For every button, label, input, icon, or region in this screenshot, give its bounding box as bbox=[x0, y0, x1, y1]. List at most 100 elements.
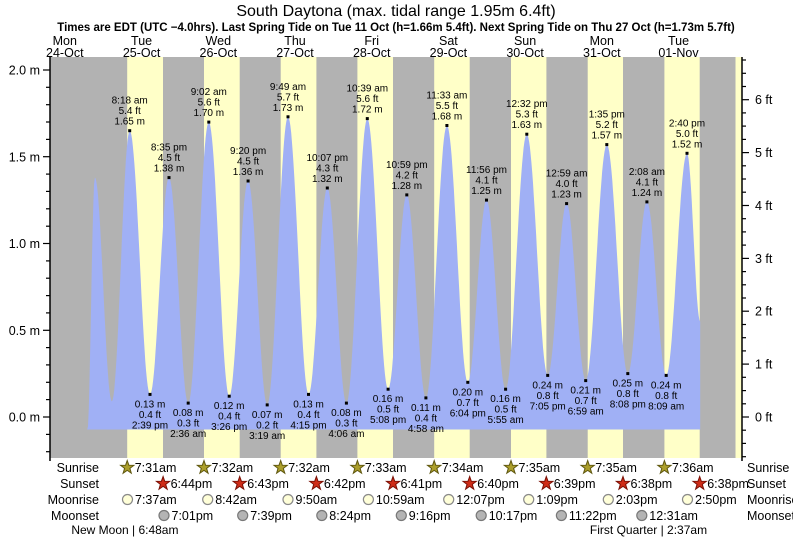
day-label-name: Fri bbox=[364, 34, 379, 48]
sunrise-icon bbox=[426, 458, 443, 475]
sunrise-time: 7:34am bbox=[442, 461, 484, 475]
low-tide-annotation: 0.13 m bbox=[135, 399, 166, 410]
low-tide-annotation: 0.24 m bbox=[532, 380, 563, 391]
day-labels: Mon24-OctTue25-OctWed26-OctThu27-OctFri2… bbox=[46, 34, 699, 60]
moonrise-time: 9:50am bbox=[296, 493, 338, 507]
day-label-name: Tue bbox=[668, 34, 689, 48]
y-axis-right-tick-label: 2 ft bbox=[755, 305, 773, 319]
moonset-time: 12:31am bbox=[649, 509, 698, 523]
moonset-icon bbox=[237, 509, 249, 522]
sunrise-icon bbox=[272, 458, 289, 475]
y-axis-right-tick-label: 3 ft bbox=[755, 252, 773, 266]
high-tide-annotation: 4.1 ft bbox=[475, 176, 497, 187]
high-tide-annotation: 1.25 m bbox=[471, 186, 502, 197]
low-tide-annotation: 0.7 ft bbox=[457, 398, 479, 409]
moonset-icon bbox=[636, 509, 648, 522]
high-tide-annotation: 2:08 am bbox=[629, 167, 665, 178]
sunrise-time: 7:36am bbox=[672, 461, 714, 475]
high-tide-annotation: 9:49 am bbox=[270, 82, 306, 93]
high-tide-annotation: 4.1 ft bbox=[636, 177, 658, 188]
moonset-icon bbox=[158, 509, 170, 522]
moonset-time: 11:22pm bbox=[569, 509, 617, 523]
high-tide-annotation: 11:33 am bbox=[426, 91, 467, 102]
moonset-icon bbox=[395, 509, 407, 522]
moonset-icon bbox=[475, 509, 487, 522]
sunrise-time: 7:35am bbox=[519, 461, 561, 475]
moonrise-time: 8:42am bbox=[215, 493, 257, 507]
high-tide-annotation: 1.24 m bbox=[632, 188, 663, 199]
day-label-name: Wed bbox=[206, 34, 232, 48]
low-tide-annotation: 5:08 pm bbox=[370, 415, 406, 426]
low-tide-annotation: 4:06 am bbox=[328, 429, 364, 440]
tide-extreme-dot bbox=[186, 401, 190, 405]
sunrise-time: 7:33am bbox=[365, 461, 407, 475]
moonrise-icon bbox=[681, 493, 694, 506]
moonrise-icon bbox=[602, 493, 614, 506]
day-label-name: Tue bbox=[131, 34, 152, 48]
low-tide-annotation: 0.8 ft bbox=[617, 389, 639, 400]
page-subtitle: Times are EDT (UTC −4.0hrs). Last Spring… bbox=[57, 22, 735, 34]
tide-extreme-dot bbox=[504, 387, 508, 391]
tide-extreme-dot bbox=[584, 379, 588, 383]
y-axis-left-tick-label: 0.0 m bbox=[9, 411, 40, 425]
high-tide-annotation: 4.2 ft bbox=[396, 170, 418, 181]
y-axis-right-tick-label: 1 ft bbox=[755, 358, 773, 372]
tide-annotations: 8:18 am5.4 ft1.65 m0.13 m0.4 ft2:39 pm8:… bbox=[112, 82, 705, 442]
low-tide-annotation: 0.20 m bbox=[453, 387, 484, 398]
moonrise-icon bbox=[523, 493, 535, 506]
almanac-rows: Sunrise Sunset Moonrise Moonset Sunrise … bbox=[48, 458, 793, 537]
sunset-icon bbox=[308, 474, 325, 491]
sunset-time: 6:42pm bbox=[324, 477, 366, 491]
day-label-date: 25-Oct bbox=[123, 46, 161, 60]
sunset-icon bbox=[691, 474, 708, 491]
low-tide-annotation: 0.08 m bbox=[173, 408, 204, 419]
day-label-date: 26-Oct bbox=[200, 46, 238, 60]
low-tide-annotation: 0.7 ft bbox=[575, 396, 597, 407]
low-tide-annotation: 0.24 m bbox=[651, 380, 682, 391]
high-tide-annotation: 5.4 ft bbox=[119, 106, 141, 117]
sunrise-time: 7:31am bbox=[135, 461, 177, 475]
y-axis-right-tick-label: 6 ft bbox=[755, 93, 773, 107]
low-tide-annotation: 0.08 m bbox=[331, 408, 362, 419]
day-label-name: Thu bbox=[284, 34, 306, 48]
sunrise-icon bbox=[656, 458, 673, 475]
moonrise-time: 1:09pm bbox=[536, 493, 578, 507]
sunrise-row-label-right: Sunrise bbox=[747, 461, 789, 475]
day-label-name: Sat bbox=[439, 34, 458, 48]
y-axis-left-tick-label: 0.5 m bbox=[9, 324, 40, 338]
tide-extreme-dot bbox=[386, 387, 390, 391]
high-tide-annotation: 5.3 ft bbox=[516, 110, 538, 121]
moonrise-time: 2:50pm bbox=[695, 493, 737, 507]
moonrise-row-label-right: Moonrise bbox=[747, 493, 793, 507]
sunset-time: 6:38pm bbox=[631, 477, 673, 491]
sunrise-icon bbox=[119, 458, 136, 475]
high-tide-annotation: 1.36 m bbox=[233, 167, 264, 178]
sunrise-time: 7:32am bbox=[212, 461, 254, 475]
sunset-icon bbox=[231, 474, 248, 491]
high-tide-annotation: 9:02 am bbox=[191, 87, 227, 98]
low-tide-annotation: 0.13 m bbox=[293, 399, 324, 410]
sunset-icon bbox=[614, 474, 632, 491]
moonset-row-label-left: Moonset bbox=[51, 509, 99, 523]
high-tide-annotation: 9:20 pm bbox=[230, 146, 266, 157]
high-tide-annotation: 5.6 ft bbox=[356, 94, 378, 105]
tide-extreme-dot bbox=[685, 151, 689, 155]
tide-extreme-dot bbox=[626, 372, 630, 376]
tide-extreme-dot bbox=[664, 373, 668, 377]
tide-extreme-dot bbox=[344, 401, 348, 405]
y-axis-right-tick-label: 4 ft bbox=[755, 199, 773, 213]
low-tide-annotation: 3:26 pm bbox=[211, 422, 247, 433]
low-tide-annotation: 2:39 pm bbox=[132, 420, 168, 431]
moonset-time: 7:01pm bbox=[172, 509, 214, 523]
low-tide-annotation: 0.11 m bbox=[411, 403, 441, 414]
tide-extreme-dot bbox=[546, 373, 550, 377]
tide-extreme-dot bbox=[325, 186, 329, 190]
tide-curve bbox=[87, 116, 701, 430]
sunset-icon bbox=[538, 474, 555, 491]
high-tide-annotation: 10:07 pm bbox=[306, 153, 348, 164]
high-tide-annotation: 1.73 m bbox=[273, 103, 304, 114]
moonset-time: 7:39pm bbox=[250, 509, 292, 523]
sunset-time: 6:40pm bbox=[477, 477, 519, 491]
moonrise-time: 12:07pm bbox=[456, 493, 505, 507]
y-axis-left-tick-label: 1.0 m bbox=[9, 237, 40, 251]
